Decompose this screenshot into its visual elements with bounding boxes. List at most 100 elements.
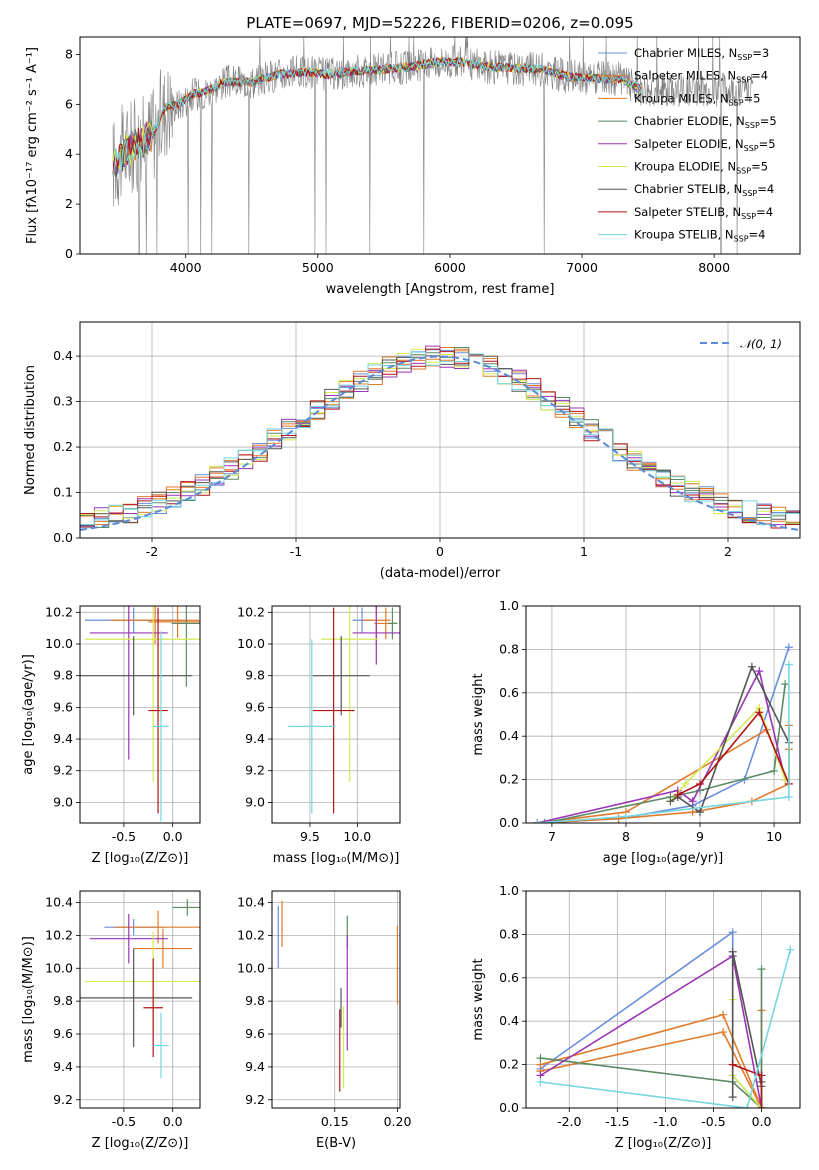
y-tick-label: 0.8 [499, 641, 519, 656]
weight-marker [673, 790, 682, 799]
y-tick-label: 6 [65, 96, 73, 111]
weight-lines [533, 643, 793, 823]
error-bars [80, 606, 200, 822]
y-tick-label: 0.0 [499, 815, 519, 830]
y-tick-label: 0.2 [53, 439, 73, 454]
x-axis-label: (data-model)/error [380, 566, 501, 581]
residual-histogram [80, 348, 800, 529]
y-axis-label: mass weight [471, 958, 486, 1040]
y-tick-label: 9.8 [245, 993, 265, 1008]
weight-marker [757, 1104, 766, 1108]
plot-area [112, 37, 754, 254]
x-tick-label: 8 [622, 829, 630, 844]
x-tick-label: -0.5 [112, 1114, 136, 1129]
y-tick-label: 0.2 [499, 772, 519, 787]
y-tick-label: 8 [65, 46, 73, 61]
weight-line [540, 969, 763, 1108]
y-axis-label: mass weight [471, 673, 486, 755]
axes-spectrum: 4000 5000 6000 7000 8000 0 2 4 6 8 wavelength [Ang… [25, 36, 801, 297]
axes-weight-vs-Z: -2.0 -1.5 -1.0 -0.5 0.0 0.0 0.2 0.4 0.6 0.8 1.0 Z [… [471, 883, 801, 1151]
y-axis-label: Flux [fλ10⁻¹⁷ erg cm⁻² s⁻¹ A⁻¹] [25, 47, 40, 244]
y-tick-label: 0.0 [499, 1100, 519, 1115]
plot-area [80, 606, 200, 822]
x-tick-label: 0.20 [384, 1114, 412, 1129]
data-point [321, 606, 379, 782]
y-tick-label: 0.3 [53, 394, 73, 409]
legend-label: Kroupa ELODIE, NSSP=5 [634, 160, 768, 176]
x-tick-label: 0 [436, 544, 444, 559]
x-axis-label: Z [log₁₀(Z/Z⊙)] [92, 1136, 189, 1151]
y-tick-label: 9.4 [245, 731, 265, 746]
data-point [143, 958, 163, 1058]
axes-frame [79, 36, 801, 255]
x-tick-label: -2 [146, 544, 158, 559]
x-tick-label: -1.5 [605, 1114, 629, 1129]
y-tick-label: 10.4 [45, 895, 73, 910]
x-tick-label: 7 [548, 829, 556, 844]
y-tick-label: 9.6 [53, 699, 73, 714]
y-tick-label: 9.0 [53, 794, 73, 809]
y-axis-label: Normed distribution [23, 365, 38, 495]
y-tick-label: 9.2 [53, 1092, 73, 1107]
y-tick-label: 9.4 [53, 731, 73, 746]
x-axis-label: wavelength [Angstrom, rest frame] [326, 282, 555, 297]
y-tick-label: 10.4 [237, 895, 265, 910]
weight-marker [728, 1093, 737, 1102]
y-tick-label: 10.2 [45, 604, 73, 619]
y-tick-label: 1.0 [499, 598, 519, 613]
y-tick-label: 0.6 [499, 685, 519, 700]
x-tick-label: 5000 [302, 260, 334, 275]
data-point [312, 607, 355, 814]
x-tick-label: 9 [696, 829, 704, 844]
y-tick-label: 10.2 [237, 604, 265, 619]
legend-label: Kroupa MILES, NSSP=5 [634, 91, 760, 107]
data-point [89, 914, 168, 964]
y-tick-label: 9.4 [245, 1059, 265, 1074]
weight-marker [621, 812, 630, 821]
error-bars [288, 606, 400, 814]
x-tick-label: -1 [290, 544, 302, 559]
y-tick-label: 9.2 [245, 763, 265, 778]
x-tick-label: 0.0 [163, 1114, 183, 1129]
page-title: PLATE=0697, MJD=52226, FIBERID=0206, z=0… [246, 14, 633, 32]
axes-residuals: -2 -1 0 1 2 0.0 0.1 0.2 0.3 0.4 (data-model)/error… [23, 321, 801, 581]
data-point [153, 631, 169, 822]
x-tick-label: 10 [766, 829, 782, 844]
y-tick-label: 10.0 [45, 960, 73, 975]
x-tick-label: 10.0 [343, 829, 371, 844]
weight-line [537, 664, 790, 823]
axes-weight-vs-age: 7 8 9 10 0.0 0.2 0.4 0.6 0.8 1.0 age [log₁₀(age/yr… [471, 598, 801, 866]
y-tick-label: 0.4 [53, 348, 73, 363]
weight-marker [614, 814, 623, 823]
axes-mass-vs-Z: -0.5 0.0 9.2 9.4 9.6 9.8 10.0 10.2 10.4 Z [log₁₀(… [21, 890, 201, 1151]
weight-line [540, 1013, 763, 1108]
data-point [80, 636, 193, 716]
legend-label: Chabrier MILES, NSSP=3 [634, 46, 769, 62]
plot-area [533, 643, 793, 823]
weight-marker [696, 779, 705, 788]
axes-frame [79, 321, 801, 539]
weight-marker [784, 792, 793, 801]
weight-line [540, 949, 792, 1108]
y-tick-label: 0.4 [499, 728, 519, 743]
x-tick-label: -0.5 [701, 1114, 725, 1129]
y-tick-label: 2 [65, 196, 73, 211]
weight-marker [696, 808, 705, 817]
y-tick-label: 9.2 [53, 763, 73, 778]
residual-histogram [80, 351, 800, 526]
x-axis-label: Z [log₁₀(Z/Z⊙)] [615, 1136, 712, 1151]
weight-marker [784, 660, 793, 669]
weight-marker [784, 643, 793, 652]
y-tick-label: 0.0 [53, 530, 73, 545]
x-axis-label: Z [log₁₀(Z/Z⊙)] [92, 851, 189, 866]
weight-marker [786, 945, 795, 954]
axes-frame [79, 890, 201, 1109]
plot-area [536, 928, 795, 1108]
weight-marker [770, 766, 779, 775]
data-point [387, 607, 398, 640]
legend-label: 𝒩(0, 1) [740, 337, 782, 351]
x-tick-label: 8000 [698, 260, 730, 275]
legend-label: Salpeter ELODIE, NSSP=5 [634, 137, 776, 153]
y-tick-label: 1.0 [499, 883, 519, 898]
